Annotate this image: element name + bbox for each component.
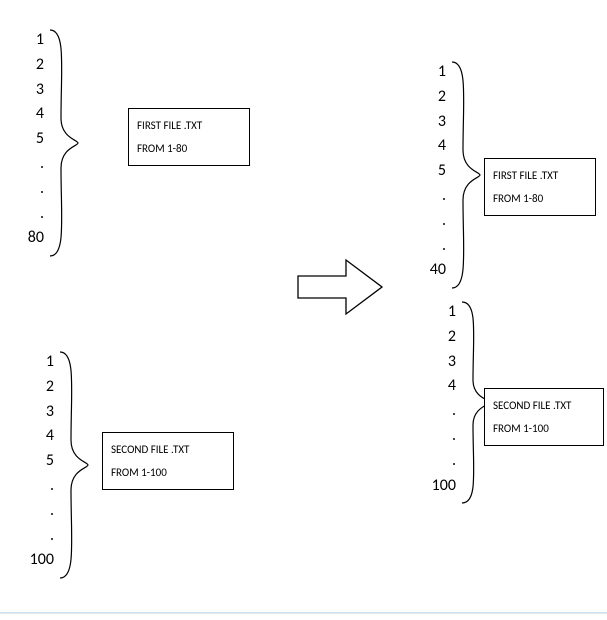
box-line1: FIRST FILE .TXT — [137, 119, 241, 132]
box-line2: FROM 1-80 — [137, 142, 241, 155]
list-item: 100 — [14, 548, 54, 573]
label-box-second-left: SECOND FILE .TXT FROM 1-100 — [102, 432, 234, 490]
list-item: 2 — [412, 325, 456, 350]
box-line1: SECOND FILE .TXT — [493, 399, 595, 412]
list-item: 1 — [14, 28, 44, 53]
list-item: . — [412, 449, 456, 474]
list-item: 5 — [14, 449, 54, 474]
arrow-icon — [296, 256, 386, 323]
box-line2: FROM 1-80 — [493, 192, 587, 205]
list-item: . — [14, 499, 54, 524]
label-box-first-left: FIRST FILE .TXT FROM 1-80 — [128, 108, 250, 166]
list-item: 1 — [412, 60, 446, 85]
list-item: 1 — [412, 300, 456, 325]
list-item: 2 — [412, 85, 446, 110]
list-item: . — [14, 202, 44, 227]
brace-icon — [48, 28, 80, 258]
list-item: 1 — [14, 350, 54, 375]
number-list-left-bot: 1 2 3 4 5 . . . 100 — [14, 350, 54, 573]
list-item: 4 — [14, 102, 44, 127]
list-item: 4 — [412, 134, 446, 159]
number-list-right-bot: 1 2 3 4 . . . 100 — [412, 300, 456, 498]
brace-icon — [58, 350, 90, 580]
box-line1: SECOND FILE .TXT — [111, 443, 225, 456]
list-item: 2 — [14, 375, 54, 400]
list-item: 3 — [14, 78, 44, 103]
list-item: . — [14, 177, 44, 202]
list-item: . — [14, 152, 44, 177]
number-list-right-top: 1 2 3 4 5 . . . 40 — [412, 60, 446, 283]
number-list-left-top: 1 2 3 4 5 . . . 80 — [14, 28, 44, 251]
list-item: . — [14, 524, 54, 549]
list-item: 100 — [412, 474, 456, 499]
list-item: . — [412, 234, 446, 259]
footer-divider — [0, 612, 607, 614]
box-line2: FROM 1-100 — [111, 466, 225, 479]
list-item: 5 — [14, 127, 44, 152]
list-item: 80 — [14, 226, 44, 251]
list-item: 40 — [412, 258, 446, 283]
diagram-canvas: 1 2 3 4 5 . . . 80 FIRST FILE .TXT FROM … — [0, 0, 607, 620]
list-item: 4 — [412, 374, 456, 399]
list-item: . — [412, 424, 456, 449]
list-item: 5 — [412, 159, 446, 184]
box-line2: FROM 1-100 — [493, 422, 595, 435]
list-item: 3 — [412, 350, 456, 375]
brace-icon — [450, 60, 482, 290]
label-box-first-right: FIRST FILE .TXT FROM 1-80 — [484, 158, 596, 216]
list-item: 3 — [412, 110, 446, 135]
box-line1: FIRST FILE .TXT — [493, 169, 587, 182]
label-box-second-right: SECOND FILE .TXT FROM 1-100 — [484, 388, 604, 446]
list-item: 3 — [14, 400, 54, 425]
list-item: 4 — [14, 424, 54, 449]
list-item: . — [14, 474, 54, 499]
list-item: . — [412, 399, 456, 424]
list-item: . — [412, 184, 446, 209]
list-item: . — [412, 209, 446, 234]
list-item: 2 — [14, 53, 44, 78]
